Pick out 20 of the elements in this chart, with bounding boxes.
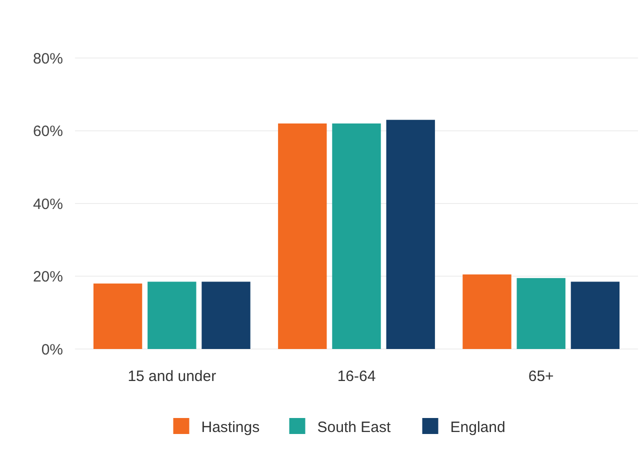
bar (93, 284, 142, 349)
bar (278, 123, 327, 349)
x-tick-label: 16-64 (337, 368, 376, 385)
bar (332, 123, 381, 349)
y-tick-label: 20% (32, 268, 63, 286)
y-tick-label: 40% (32, 196, 63, 213)
y-tick-label: 60% (32, 123, 63, 140)
bar (202, 282, 250, 349)
x-tick-label: 15 and under (128, 368, 216, 385)
legend-label: England (450, 419, 506, 436)
legend-label: South East (317, 419, 392, 436)
y-tick-label: 0% (41, 341, 63, 358)
legend-label: Hastings (201, 419, 260, 436)
bar (516, 278, 566, 349)
bar (386, 120, 435, 349)
bar (462, 274, 512, 349)
x-tick-label: 65+ (528, 368, 554, 385)
bar (570, 282, 620, 349)
bar (148, 282, 196, 349)
y-tick-label: 80% (32, 50, 63, 68)
